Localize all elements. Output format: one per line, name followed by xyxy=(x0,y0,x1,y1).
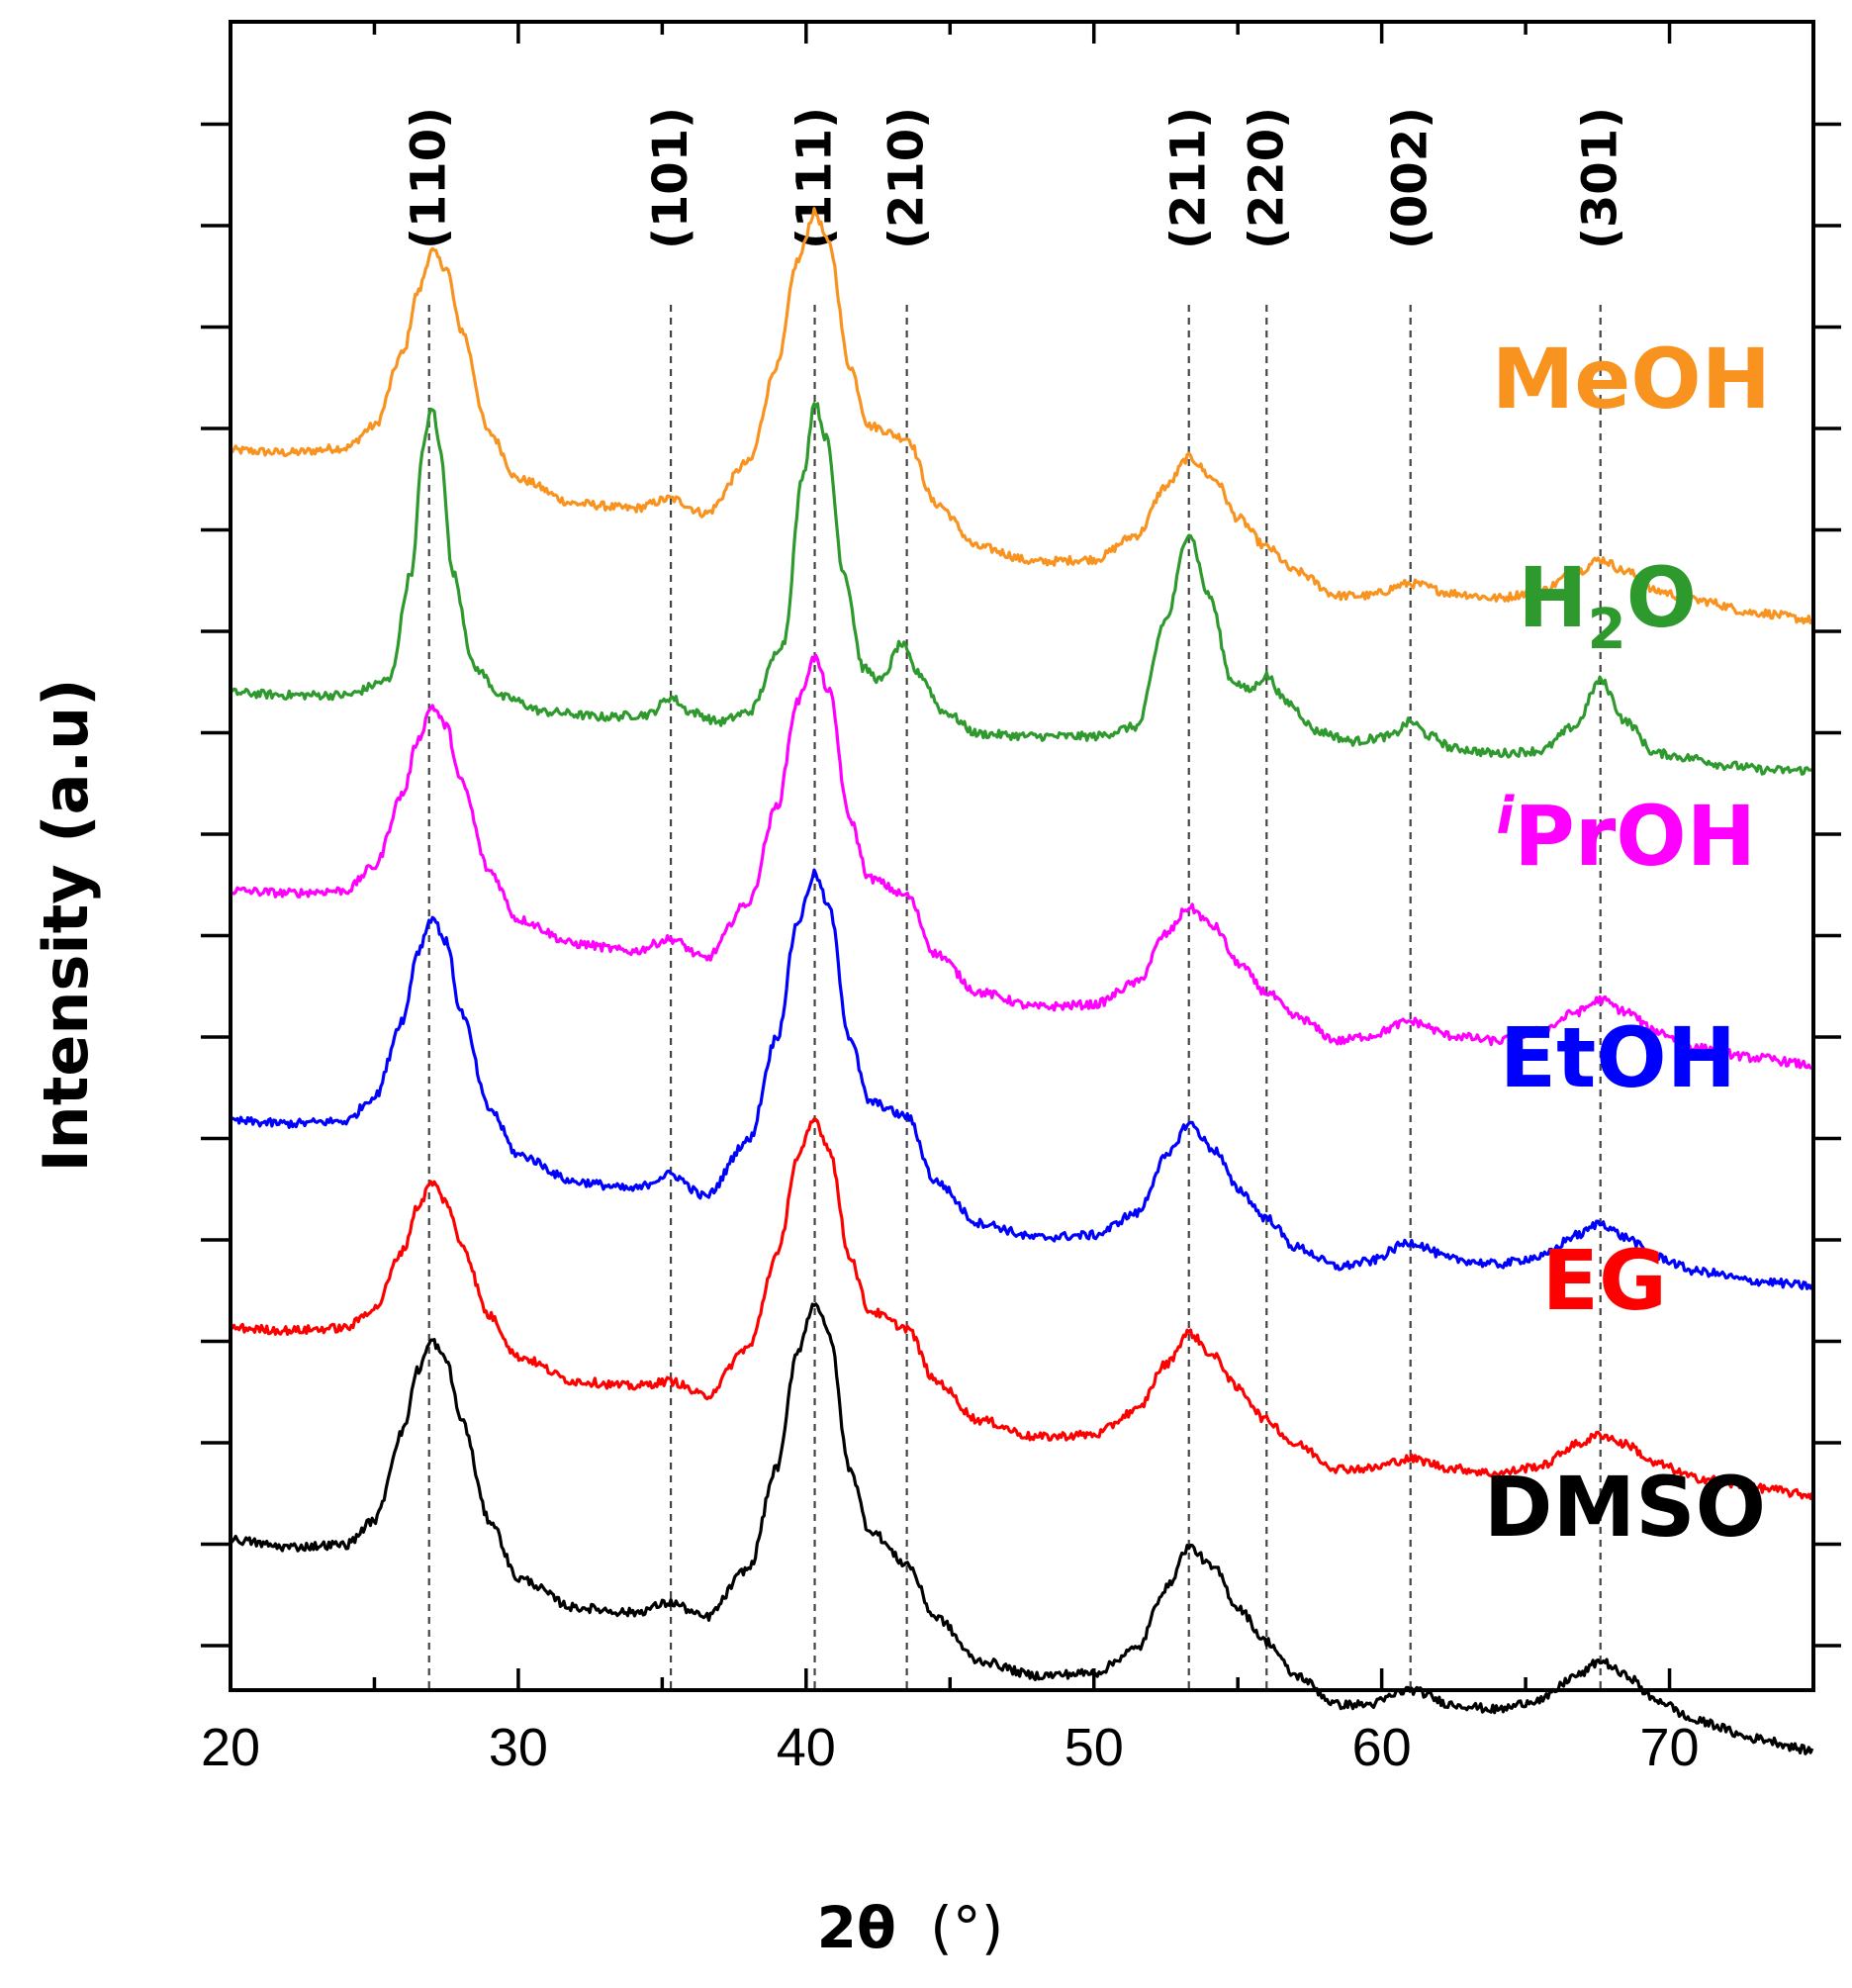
y-axis-title: Intensity (a.u) xyxy=(30,678,102,1172)
series-label-sup: i xyxy=(1496,787,1515,846)
series-line-h2o xyxy=(230,402,1812,776)
plane-label-2: (111) xyxy=(787,107,843,249)
series-label-dmso: DMSO xyxy=(1484,1459,1766,1556)
plane-labels: (110) (101) (111) (210) (211) (220) (002) (301) xyxy=(402,107,1628,249)
series-label-h2o: H2O xyxy=(1518,549,1697,662)
x-axis-title-main: 2θ xyxy=(817,1894,896,1961)
x-tick-label-40: 40 xyxy=(777,1718,836,1777)
plane-label-4: (211) xyxy=(1161,107,1217,249)
series-line-etoh xyxy=(230,868,1814,1290)
x-axis-title-unit: (°) xyxy=(930,1894,1003,1961)
series-label-main: H xyxy=(1518,549,1587,646)
series-line-dmso xyxy=(229,1302,1814,1755)
axes xyxy=(229,20,1815,1692)
series-label-etoh: EtOH xyxy=(1500,1009,1736,1106)
x-tick-label-50: 50 xyxy=(1065,1718,1124,1777)
series-label-iproh: iPrOH xyxy=(1496,787,1756,885)
series-label-main: PrOH xyxy=(1514,788,1756,885)
x-tick-label-60: 60 xyxy=(1352,1718,1412,1777)
plane-label-6: (002) xyxy=(1383,107,1438,249)
series-label-eg: EG xyxy=(1542,1232,1667,1329)
x-tick-label-20: 20 xyxy=(201,1718,260,1777)
plane-label-7: (301) xyxy=(1573,107,1628,249)
x-axis-title: 2θ (°) xyxy=(817,1894,1004,1961)
series-line-eg xyxy=(229,1117,1814,1500)
series-label-tail: O xyxy=(1626,549,1697,646)
x-ticks: 20 30 40 50 60 70 xyxy=(201,22,1815,1777)
series-line-meoh xyxy=(229,207,1814,625)
y-ticks xyxy=(201,122,1841,1648)
plane-label-1: (101) xyxy=(643,107,698,249)
series-label-meoh: MeOH xyxy=(1492,331,1771,427)
plot-frame xyxy=(229,20,1815,1692)
series-line-iproh xyxy=(230,653,1812,1070)
series-label-sub: 2 xyxy=(1588,598,1626,662)
x-tick-label-70: 70 xyxy=(1640,1718,1700,1777)
plane-label-5: (220) xyxy=(1239,107,1294,249)
series-group xyxy=(229,207,1814,1755)
x-tick-label-30: 30 xyxy=(489,1718,548,1777)
plane-label-3: (210) xyxy=(880,107,935,249)
plane-label-0: (110) xyxy=(402,107,457,249)
